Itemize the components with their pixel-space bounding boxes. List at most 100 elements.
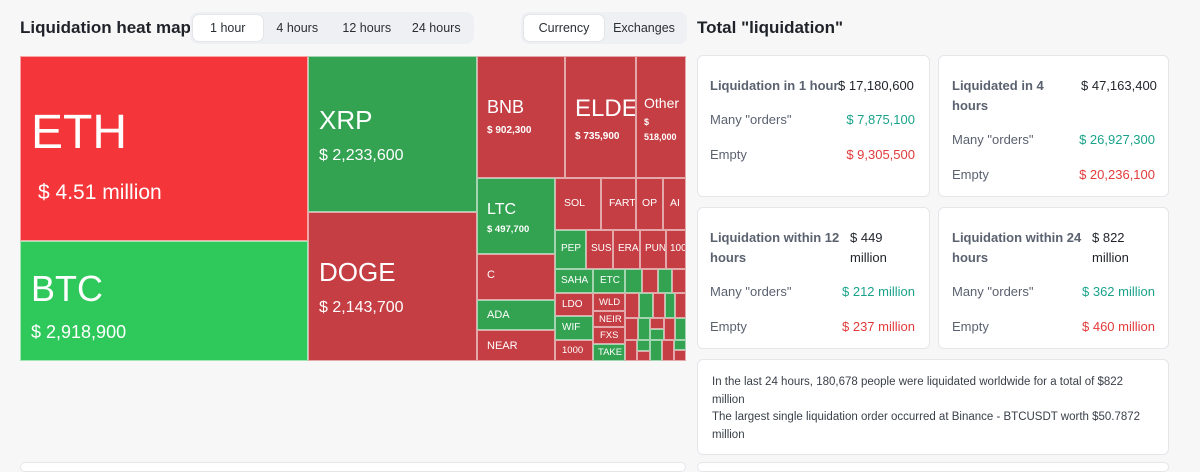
tile-c[interactable]: C — [477, 254, 555, 300]
tile-small[interactable] — [674, 350, 686, 361]
tile-wif[interactable]: WIF — [555, 316, 593, 340]
tile-small[interactable] — [642, 269, 658, 293]
tile-sus[interactable]: SUS — [586, 230, 613, 269]
summary-line-largest: The largest single liquidation order occ… — [712, 411, 1141, 441]
tile-other[interactable]: Other $ 518,000 — [636, 56, 686, 178]
tab-12-hours[interactable]: 12 hours — [332, 15, 402, 41]
next-panel-edge — [20, 462, 686, 472]
card-total: $ 47,163,400 — [1081, 78, 1157, 93]
tile-small[interactable] — [650, 329, 664, 340]
tile-symbol: PEP — [561, 243, 582, 254]
tile-era[interactable]: ERA — [613, 230, 640, 269]
tab-1-hour[interactable]: 1 hour — [193, 15, 263, 41]
tile-small[interactable] — [653, 293, 665, 318]
tile-symbol: ERA — [618, 243, 639, 254]
tile-small[interactable] — [650, 318, 664, 329]
tile-fxs[interactable]: FXS — [593, 327, 625, 344]
tile-small[interactable] — [625, 293, 639, 318]
tile-elde[interactable]: ELDE $ 735,900 — [565, 56, 636, 178]
tile-xrp[interactable]: XRP $ 2,233,600 — [308, 56, 477, 212]
short-label: Empty — [952, 167, 989, 182]
page-title: Liquidation heat map — [20, 18, 191, 37]
long-label: Many "orders" — [952, 132, 1034, 147]
tile-symbol: Other — [644, 95, 680, 111]
long-label: Many "orders" — [710, 112, 792, 127]
next-panel-edge — [697, 462, 1169, 472]
tile-symbol: TAKE — [598, 347, 623, 358]
tile-amount: $ 518,000 — [644, 117, 677, 142]
tile-eth[interactable]: ETH $ 4.51 million — [20, 56, 308, 241]
total-liquidation-title: Total "liquidation" — [697, 18, 844, 37]
tile-symbol: FXS — [600, 330, 619, 341]
tile-small[interactable] — [638, 318, 650, 340]
time-range-tabs: 1 hour 4 hours 12 hours 24 hours — [190, 12, 474, 44]
tile-small[interactable] — [665, 293, 675, 318]
tile-amount: $ 902,300 — [487, 125, 532, 136]
tile-1000[interactable]: 1000 — [555, 340, 593, 361]
tile-small[interactable] — [664, 318, 675, 340]
tile-ldo[interactable]: LDO — [555, 293, 593, 316]
tile-small[interactable] — [658, 269, 672, 293]
tab-exchanges[interactable]: Exchanges — [604, 15, 684, 41]
tab-currency[interactable]: Currency — [524, 15, 604, 41]
tile-ai[interactable]: AI — [663, 178, 686, 230]
card-liquidation-4-hours: Liquidated in 4 hours $ 47,163,400 Many … — [938, 55, 1169, 197]
tile-pun[interactable]: PUN — [640, 230, 666, 269]
card-liquidation-24-hours: Liquidation within 24 hours $ 822 millio… — [938, 207, 1169, 349]
tile-symbol: OP — [642, 197, 658, 209]
tile-amount: $ 2,143,700 — [319, 299, 404, 316]
tile-small[interactable] — [625, 269, 642, 293]
tile-ada[interactable]: ADA — [477, 300, 555, 330]
card-total: $ 17,180,600 — [838, 78, 914, 93]
tile-small[interactable] — [672, 269, 686, 293]
tile-100[interactable]: 100 — [666, 230, 686, 269]
tile-amount: $ 735,900 — [575, 131, 620, 142]
tile-symbol: 1000 — [562, 345, 584, 356]
short-value: $ 9,305,500 — [846, 147, 915, 162]
tile-symbol: ADA — [487, 309, 510, 321]
summary-line-total: In the last 24 hours, 180,678 people wer… — [712, 376, 1124, 406]
tile-etc[interactable]: ETC — [593, 269, 625, 293]
tile-small[interactable] — [625, 318, 638, 340]
tile-symbol: NEAR — [487, 340, 518, 352]
liquidation-summary: In the last 24 hours, 180,678 people wer… — [697, 359, 1169, 455]
tile-near[interactable]: NEAR — [477, 330, 555, 361]
tile-sol[interactable]: SOL — [555, 178, 601, 230]
tile-small[interactable] — [650, 340, 662, 361]
tile-neir[interactable]: NEIR — [593, 311, 625, 327]
tile-saha[interactable]: SAHA — [555, 269, 593, 293]
tile-symbol: SUS — [591, 243, 612, 254]
tile-bnb[interactable]: BNB $ 902,300 — [477, 56, 565, 178]
tile-small[interactable] — [675, 318, 686, 340]
tile-small[interactable] — [675, 293, 686, 318]
tile-wld[interactable]: WLD — [593, 293, 625, 311]
tile-doge[interactable]: DOGE $ 2,143,700 — [308, 212, 477, 361]
tile-amount: $ 4.51 million — [38, 181, 162, 204]
tile-fart[interactable]: FART — [601, 178, 636, 230]
tile-small[interactable] — [639, 293, 653, 318]
tab-4-hours[interactable]: 4 hours — [263, 15, 333, 41]
tile-small[interactable] — [674, 340, 686, 350]
tile-symbol: C — [487, 269, 495, 281]
long-value: $ 212 million — [842, 284, 915, 299]
tile-small[interactable] — [662, 340, 674, 361]
tile-small[interactable] — [637, 340, 650, 351]
tile-small[interactable] — [625, 340, 637, 361]
tile-symbol: LDO — [562, 299, 583, 310]
tile-symbol: NEIR — [599, 314, 622, 325]
tile-ltc[interactable]: LTC $ 497,700 — [477, 178, 555, 254]
tile-take[interactable]: TAKE — [593, 344, 625, 361]
tile-small[interactable] — [637, 351, 650, 361]
short-value: $ 20,236,100 — [1079, 167, 1155, 182]
tab-24-hours[interactable]: 24 hours — [402, 15, 472, 41]
tile-symbol: LTC — [487, 201, 517, 218]
tile-symbol: AI — [670, 197, 680, 209]
short-label: Empty — [710, 319, 747, 334]
tile-btc[interactable]: BTC $ 2,918,900 — [20, 241, 308, 361]
tile-amount: $ 2,918,900 — [31, 322, 127, 342]
tile-op[interactable]: OP — [636, 178, 663, 230]
card-total: $ 822 million — [1092, 230, 1129, 265]
long-label: Many "orders" — [952, 284, 1034, 299]
tile-pep[interactable]: PEP — [555, 230, 586, 269]
long-value: $ 362 million — [1082, 284, 1155, 299]
